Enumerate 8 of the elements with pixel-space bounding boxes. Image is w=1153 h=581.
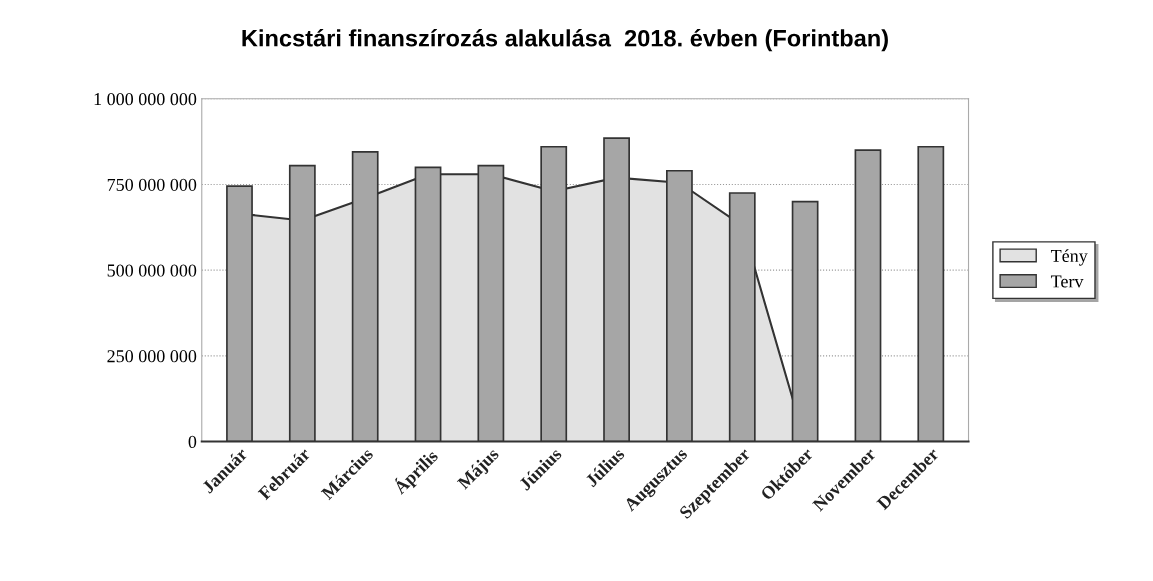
y-tick-label: 1 000 000 000 xyxy=(94,93,197,106)
y-tick-label: 250 000 000 xyxy=(107,350,197,363)
y-tick-label: 0 xyxy=(188,435,197,448)
y-tick-label: 500 000 000 xyxy=(107,264,197,277)
legend-label: Terv xyxy=(1050,275,1084,288)
y-tick-label: 750 000 000 xyxy=(107,178,197,191)
chart-title: Kincstári finanszírozás alakulása 2018. évben (Forintban) xyxy=(242,29,888,52)
legend-label: Tény xyxy=(1050,249,1088,266)
